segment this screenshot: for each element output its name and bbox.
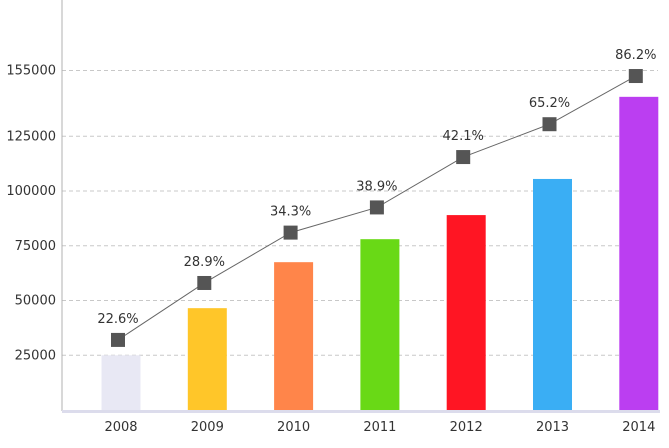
y-tick-label: 125000: [6, 129, 56, 144]
bar-2009: [187, 308, 227, 410]
bar-2012: [446, 215, 486, 410]
bar-2010: [274, 262, 314, 410]
growth-marker-2011: [369, 200, 384, 215]
y-tick-label: 75000: [15, 239, 56, 254]
y-tick-label: 50000: [15, 294, 56, 309]
growth-marker-2014: [628, 69, 643, 84]
bar-2014: [619, 96, 659, 410]
x-tick-label: 2011: [363, 420, 396, 435]
growth-label-2010: 34.3%: [270, 205, 311, 220]
growth-label-2014: 86.2%: [615, 48, 656, 63]
growth-marker-2013: [542, 117, 557, 132]
bar-2008: [101, 355, 141, 410]
x-tick-label: 2010: [277, 420, 310, 435]
grid-lines: [62, 70, 658, 356]
y-axis-tick-labels: 25000 50000 75000 100000 125000 155000: [6, 64, 56, 364]
y-tick-label: 100000: [6, 184, 56, 199]
growth-label-2012: 42.1%: [443, 129, 484, 144]
bar-2011: [360, 239, 400, 410]
x-tick-label: 2014: [622, 420, 655, 435]
x-tick-label: 2009: [191, 420, 224, 435]
bar-2013: [533, 178, 572, 410]
bars: [101, 96, 659, 410]
growth-label-2011: 38.9%: [356, 179, 397, 194]
growth-label-2013: 65.2%: [529, 96, 570, 111]
axes: [61, 0, 660, 413]
growth-percent-labels: 22.6% 28.9% 34.3% 38.9% 42.1% 65.2% 86.2%: [97, 48, 656, 327]
x-tick-label: 2013: [536, 420, 569, 435]
x-axis-line: [62, 410, 660, 413]
growth-marker-2008: [111, 332, 125, 347]
growth-markers: [111, 69, 643, 347]
y-tick-label: 155000: [6, 64, 56, 79]
x-tick-label: 2012: [450, 420, 483, 435]
y-tick-label: 25000: [15, 348, 56, 363]
growth-marker-2009: [197, 275, 212, 290]
growth-label-2009: 28.9%: [184, 255, 225, 270]
x-axis-tick-labels: 2008 2009 2010 2011 2012 2013 2014: [104, 420, 655, 435]
x-tick-label: 2008: [104, 420, 137, 435]
growth-label-2008: 22.6%: [97, 312, 138, 327]
growth-marker-2010: [283, 225, 298, 240]
growth-marker-2012: [456, 150, 471, 165]
